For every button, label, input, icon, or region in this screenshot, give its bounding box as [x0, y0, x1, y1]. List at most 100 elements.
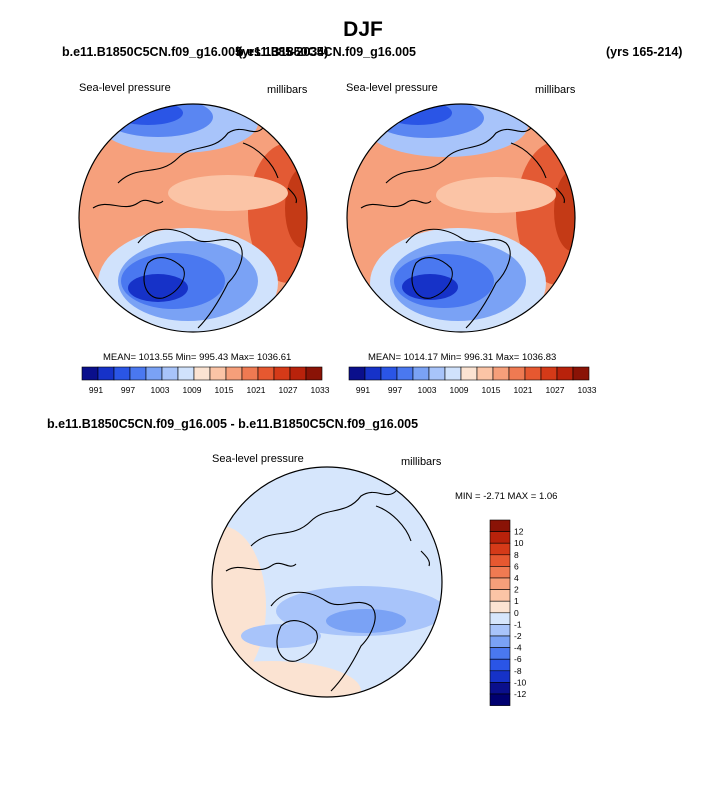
panel-b-years: (yrs 165-214) [606, 45, 683, 59]
colorbar-tick-label: -6 [514, 654, 522, 664]
colorbar-tick-label: 1015 [215, 385, 234, 395]
colorbar-tick-label: 1027 [546, 385, 565, 395]
colorbar-swatch [492, 366, 510, 381]
colorbar-tick-label: 8 [514, 550, 519, 560]
colorbar-swatch [489, 658, 511, 672]
colorbar-tick-label: -1 [514, 619, 522, 629]
panel-a-variable: Sea-level pressure [79, 82, 171, 94]
colorbar-swatch [177, 366, 195, 381]
colorbar-swatch [428, 366, 446, 381]
colorbar-tick-label: -4 [514, 643, 522, 653]
field-low-south-core [128, 274, 188, 302]
colorbar-tick-label: 0 [514, 608, 519, 618]
colorbar-swatch [289, 366, 307, 381]
field-positive-west [212, 526, 266, 686]
colorbar-swatch [489, 531, 511, 544]
colorbar-swatch [572, 366, 590, 381]
coastline [225, 562, 297, 572]
colorbar-swatch [161, 366, 179, 381]
coastline [250, 490, 397, 547]
colorbar-swatch [489, 693, 511, 706]
colorbar-tick-label: 997 [121, 385, 135, 395]
colorbar-swatch [489, 612, 511, 625]
colorbar-swatch [489, 647, 511, 660]
colorbar-swatch [489, 577, 511, 590]
colorbar-swatch [489, 635, 511, 648]
colorbar-swatch [489, 542, 511, 556]
colorbar-swatch [364, 366, 382, 381]
coastline [117, 127, 264, 184]
colorbar-swatch [489, 624, 511, 637]
colorbar-swatch [489, 519, 511, 532]
colorbar-swatch [444, 366, 462, 381]
colorbar-tick-label: 2 [514, 585, 519, 595]
map-panel-b [346, 103, 576, 333]
coastline [385, 127, 532, 184]
field-negative-west [241, 624, 321, 648]
coastline [555, 187, 565, 204]
field-high-east-core [285, 168, 307, 248]
colorbar-swatch [540, 366, 558, 381]
colorbar-tick-label: -8 [514, 666, 522, 676]
coastline [287, 187, 297, 204]
colorbar-tick-label: 997 [388, 385, 402, 395]
coastline [143, 257, 185, 299]
colorbar-swatch [556, 366, 574, 381]
colorbar-swatch [489, 600, 511, 614]
colorbar-tick-label: 1021 [247, 385, 266, 395]
colorbar-tick-label: 1009 [183, 385, 202, 395]
colorbar-swatch [209, 366, 227, 381]
colorbar-swatch [412, 366, 430, 381]
diff-variable: Sea-level pressure [212, 453, 304, 465]
map-panel-a [78, 103, 308, 333]
colorbar-swatch [241, 366, 259, 381]
panel-a-units: millibars [267, 84, 308, 96]
coastline [137, 228, 243, 329]
coastline [411, 257, 453, 299]
colorbar-tick-label: 1003 [418, 385, 437, 395]
field-high-east-core [554, 171, 575, 251]
diff-stats: MIN = -2.71 MAX = 1.06 [455, 491, 558, 502]
colorbar-tick-label: 1021 [514, 385, 533, 395]
figure-title: DJF [343, 18, 383, 41]
colorbar-swatch [129, 366, 147, 381]
colorbar-swatch [81, 366, 99, 381]
field-negative-core [326, 609, 406, 633]
colorbar-tick-label: 4 [514, 573, 519, 583]
field-neutral-band [436, 177, 556, 213]
colorbar-swatch [113, 366, 131, 381]
colorbar-swatch [273, 366, 291, 381]
colorbar-tick-label: 991 [89, 385, 103, 395]
colorbar-swatch [396, 366, 414, 381]
colorbar-swatch [145, 366, 163, 381]
panel-a-case-name: b.e11.B1850C5CN.f09_g16.005 [62, 45, 242, 59]
field-neutral-band [168, 175, 288, 211]
panel-b-stats: MEAN= 1014.17 Min= 996.31 Max= 1036.83 [368, 352, 557, 363]
colorbar-tick-label: -2 [514, 631, 522, 641]
panel-a-stats: MEAN= 1013.55 Min= 995.43 Max= 1036.61 [103, 352, 292, 363]
field-low-south-core [402, 274, 458, 300]
colorbar-tick-label: -12 [514, 689, 527, 699]
colorbar-swatch [348, 366, 366, 381]
panel-b-units: millibars [535, 84, 576, 96]
coastline [360, 199, 432, 209]
colorbar-tick-label: 1009 [450, 385, 469, 395]
diff-units: millibars [401, 456, 442, 468]
colorbar-swatch [380, 366, 398, 381]
colorbar-tick-label: 10 [514, 538, 524, 548]
coastline [242, 142, 279, 179]
colorbar-tick-label: -10 [514, 677, 527, 687]
coastline [375, 505, 412, 542]
panel-a-years: (yrs 1385-2034) [238, 45, 329, 59]
coastline [92, 199, 164, 209]
colorbar-panel-a: 991 997 1003 1009 1015 1021 1027 1033 [81, 366, 330, 395]
coastline [276, 620, 318, 662]
colorbar-swatch [489, 566, 511, 579]
colorbar-swatch [489, 670, 511, 683]
panel-b-variable: Sea-level pressure [346, 82, 438, 94]
colorbar-tick-label: 1003 [151, 385, 170, 395]
diff-title: b.e11.B1850C5CN.f09_g16.005 - b.e11.B185… [47, 417, 419, 431]
colorbar-swatch [193, 366, 211, 381]
colorbar-swatch [305, 366, 323, 381]
